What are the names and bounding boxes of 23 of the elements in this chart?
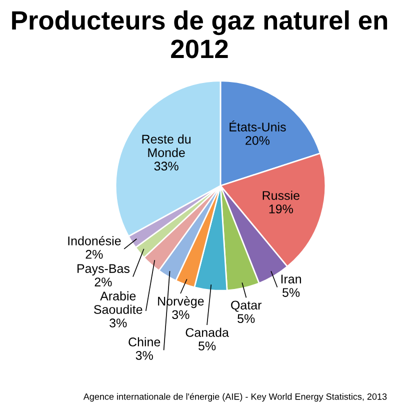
slice-label: Arabie Saoudite	[94, 291, 142, 314]
data-label: 5%	[198, 342, 216, 350]
slice-label: Chine	[128, 337, 160, 346]
data-label: 5%	[238, 314, 255, 324]
chart-title: Producteurs de gaz naturel en 2012	[12, 10, 388, 58]
text: Agence internationale de l'énergie (AIE) - Key World Energy Statistics, 2013	[83, 393, 387, 402]
data-label: 3%	[172, 310, 190, 320]
slice-label: États-Unis	[230, 120, 286, 132]
data-label: 33%	[154, 162, 178, 171]
data-label: 2%	[86, 250, 103, 259]
slice-label: Iran	[281, 274, 301, 284]
slice-label: Indonésie	[68, 236, 121, 246]
slice-label: Russie	[262, 190, 300, 200]
data-label: 19%	[269, 204, 293, 214]
slice-label: Reste du Monde	[142, 134, 190, 158]
data-label: 2%	[94, 278, 112, 286]
data-label: 20%	[246, 136, 270, 145]
data-label: 3%	[110, 318, 127, 328]
slice-label: Qatar	[231, 300, 262, 312]
data-label: 5%	[282, 288, 300, 297]
slice-label: Canada	[186, 328, 229, 337]
slice-label: Pays-Bas	[78, 264, 130, 276]
data-label: 3%	[136, 351, 153, 360]
